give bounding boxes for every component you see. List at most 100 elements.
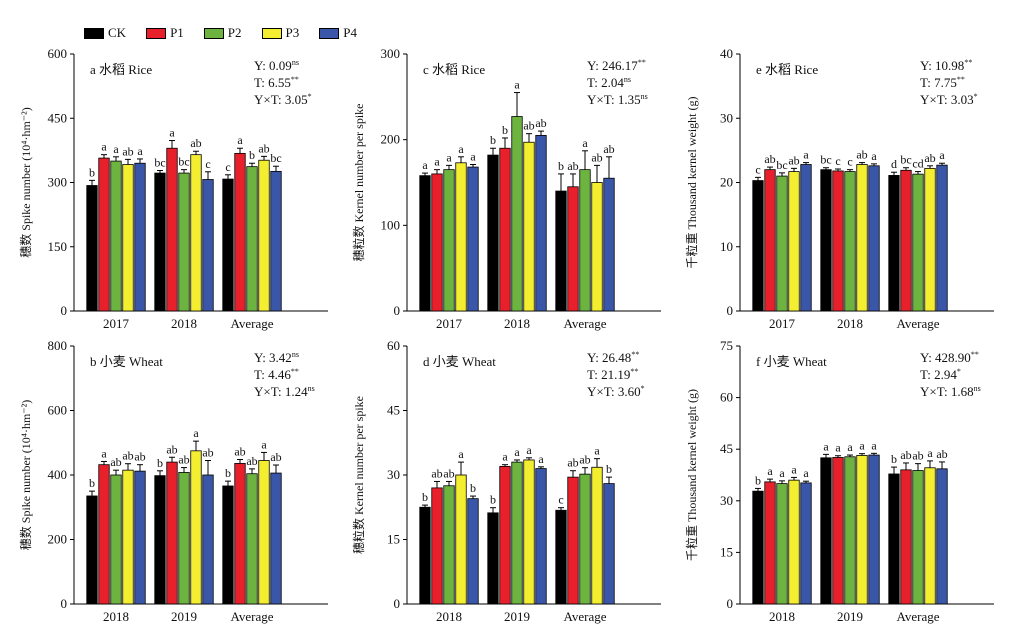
stat-line: Y: 10.98** (920, 58, 972, 73)
bar (202, 474, 214, 605)
x-tick-label: Average (896, 609, 939, 624)
y-tick-label: 100 (381, 217, 401, 232)
significance-letter: ab (190, 136, 201, 150)
bar (443, 485, 455, 605)
bar (419, 506, 431, 605)
legend-item-p1: P1 (146, 25, 184, 41)
stat-significance: ns (974, 384, 981, 393)
bar (555, 509, 567, 605)
bar (443, 169, 455, 312)
significance-letter: ab (122, 449, 133, 463)
significance-letter: ab (567, 456, 578, 470)
y-tick-label: 75 (720, 338, 733, 353)
legend-swatch-p4 (319, 27, 340, 39)
significance-letter: c (847, 155, 852, 169)
significance-letter: a (446, 150, 452, 164)
significance-letter: b (422, 490, 428, 504)
significance-letter: a (502, 450, 508, 464)
bar (579, 473, 591, 605)
significance-letter: b (490, 493, 496, 507)
bar (467, 498, 479, 605)
y-tick-label: 10 (720, 239, 733, 254)
significance-letter: ab (246, 454, 257, 468)
x-tick-label: 2018 (769, 609, 795, 624)
bar (800, 164, 812, 312)
significance-letter: a (871, 438, 877, 452)
significance-letter: a (779, 466, 785, 480)
stat-significance: * (641, 384, 645, 393)
significance-letter: a (137, 144, 143, 158)
significance-letter: cd (912, 157, 923, 171)
significance-letter: b (755, 473, 761, 487)
panel-title: c 水稻 Rice (423, 62, 485, 77)
stat-significance: ns (624, 75, 631, 84)
x-tick-label: 2019 (171, 609, 197, 624)
bar (154, 172, 166, 312)
significance-letter: b (502, 123, 508, 137)
stat-line: Y×T: 3.03* (920, 92, 978, 107)
bar (467, 166, 479, 312)
bar (431, 173, 443, 312)
significance-letter: ab (856, 148, 867, 162)
panel-title: e 水稻 Rice (756, 62, 818, 77)
legend-label-ck: CK (108, 25, 127, 40)
y-tick-label: 60 (387, 338, 400, 353)
bar (764, 169, 776, 312)
bar (134, 470, 146, 605)
x-tick-label: 2017 (103, 316, 130, 331)
bar (234, 462, 246, 605)
significance-letter: ab (134, 450, 145, 464)
bar (511, 461, 523, 605)
y-tick-label: 15 (387, 532, 400, 547)
bar (134, 162, 146, 312)
bar (258, 460, 270, 605)
y-tick-label: 20 (720, 175, 733, 190)
panel-f: 0 15 30 45 60 75 千粒重 Thousand kernel weight (g… (684, 338, 994, 624)
significance-letter: ab (764, 152, 775, 166)
bar (258, 159, 270, 312)
stat-line: T: 4.46** (254, 367, 299, 382)
legend-swatch-ck (84, 27, 104, 39)
bar (912, 173, 924, 312)
bar (567, 476, 579, 605)
legend-item-p3: P3 (261, 25, 299, 41)
stat-significance: ** (957, 75, 965, 84)
bar (122, 164, 134, 312)
stat-line: Y: 428.90** (920, 350, 979, 365)
stat-significance: ** (964, 58, 972, 67)
significance-letter: c (755, 162, 760, 176)
bar (523, 141, 535, 312)
bar (776, 175, 788, 312)
significance-letter: ab (258, 141, 269, 155)
significance-letter: bc (178, 155, 189, 169)
bar (190, 154, 202, 312)
significance-letter: a (871, 149, 877, 163)
y-tick-label: 600 (48, 403, 68, 418)
significance-letter: a (803, 148, 809, 162)
bar (499, 465, 511, 605)
significance-letter: a (823, 439, 829, 453)
y-axis-label: 千粒重 Thousand kernel weight (g) (684, 97, 699, 269)
y-tick-label: 450 (48, 110, 68, 125)
legend-label-p1: P1 (170, 25, 184, 40)
significance-letter: ab (523, 119, 534, 133)
legend-label-p2: P2 (227, 25, 242, 40)
bar (166, 147, 178, 312)
significance-letter: bc (776, 158, 787, 172)
panel-c: 0 100 200 300 穗粒数 Kernel number per spike c 水… (351, 46, 661, 331)
legend-item-p4: P4 (319, 25, 357, 41)
x-tick-label: Average (230, 609, 273, 624)
significance-letter: c (225, 160, 230, 174)
bar (900, 169, 912, 312)
significance-letter: a (526, 443, 532, 457)
bar (591, 182, 603, 312)
significance-letter: a (261, 437, 267, 451)
bar (234, 152, 246, 312)
panel-title: f 小麦 Wheat (756, 354, 827, 369)
significance-letter: a (422, 158, 428, 172)
significance-letter: ab (567, 159, 578, 173)
y-tick-label: 40 (720, 46, 733, 61)
stat-line: Y×T: 1.24ns (254, 384, 315, 399)
significance-letter: b (558, 159, 564, 173)
bar (788, 171, 800, 312)
